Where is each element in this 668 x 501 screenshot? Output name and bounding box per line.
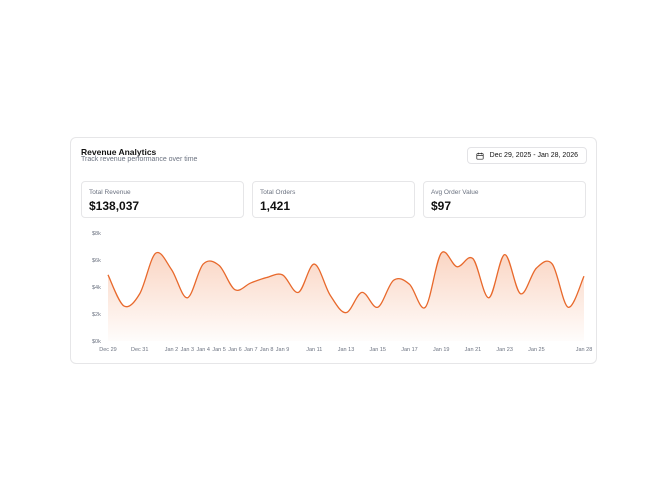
- x-tick-label: Jan 17: [401, 347, 418, 353]
- data-point: [455, 265, 459, 269]
- data-point: [106, 273, 110, 277]
- data-point: [122, 304, 126, 308]
- y-tick-label: $8k: [92, 231, 101, 237]
- card-subtitle: Track revenue performance over time: [81, 156, 198, 163]
- y-tick-label: $0k: [92, 339, 101, 345]
- data-point: [566, 305, 570, 309]
- stat-card-total-orders: Total Orders 1,421: [252, 181, 415, 218]
- data-point: [376, 305, 380, 309]
- y-tick-label: $4k: [92, 285, 101, 291]
- x-tick-label: Dec 31: [131, 347, 148, 353]
- x-tick-label: Jan 28: [576, 347, 593, 353]
- data-point: [249, 281, 253, 285]
- x-tick-label: Jan 13: [338, 347, 355, 353]
- x-tick-label: Jan 23: [496, 347, 513, 353]
- data-point: [550, 262, 554, 266]
- revenue-series-line: [107, 251, 585, 314]
- data-point: [281, 273, 285, 277]
- x-tick-label: Jan 9: [276, 347, 289, 353]
- stat-label: Total Revenue: [89, 189, 131, 196]
- data-point: [265, 276, 269, 280]
- stat-value: 1,421: [260, 199, 291, 213]
- revenue-analytics-card: Revenue Analytics Track revenue performa…: [70, 137, 597, 364]
- x-tick-label: Jan 8: [260, 347, 273, 353]
- data-point: [487, 296, 491, 300]
- data-point: [138, 292, 142, 296]
- data-point: [328, 293, 332, 297]
- data-point: [534, 266, 538, 270]
- stat-value: $97: [431, 199, 452, 213]
- data-point: [169, 267, 173, 271]
- data-point: [407, 282, 411, 286]
- x-tick-label: Dec 29: [99, 347, 116, 353]
- data-point: [201, 262, 205, 266]
- card-title: Revenue Analytics: [81, 147, 157, 157]
- data-point: [185, 296, 189, 300]
- x-tick-label: Jan 7: [244, 347, 257, 353]
- data-point: [392, 278, 396, 282]
- data-point: [233, 288, 237, 292]
- date-range-label: Dec 29, 2025 - Jan 28, 2026: [489, 152, 578, 159]
- y-tick-label: $6k: [92, 258, 101, 264]
- data-point: [519, 292, 523, 296]
- x-tick-label: Jan 2: [165, 347, 178, 353]
- data-point: [217, 263, 221, 267]
- data-point: [154, 251, 158, 255]
- x-tick-label: Jan 4: [196, 347, 209, 353]
- x-tick-label: Jan 15: [369, 347, 386, 353]
- revenue-area-fill: [108, 251, 584, 341]
- x-tick-label: Jan 21: [465, 347, 482, 353]
- data-point: [312, 262, 316, 266]
- stat-label: Total Orders: [260, 189, 296, 196]
- x-tick-label: Jan 6: [228, 347, 241, 353]
- data-point: [582, 274, 586, 278]
- y-tick-label: $2k: [92, 312, 101, 318]
- stat-label: Avg Order Value: [431, 189, 479, 196]
- x-tick-label: Jan 3: [181, 347, 194, 353]
- data-point: [503, 253, 507, 257]
- calendar-icon: [476, 152, 484, 160]
- x-tick-label: Jan 11: [306, 347, 322, 353]
- x-tick-label: Jan 25: [528, 347, 545, 353]
- data-point: [423, 305, 427, 309]
- x-tick-label: Jan 19: [433, 347, 450, 353]
- stat-card-total-revenue: Total Revenue $138,037: [81, 181, 244, 218]
- date-range-button[interactable]: Dec 29, 2025 - Jan 28, 2026: [466, 147, 587, 164]
- stat-value: $138,037: [89, 199, 140, 213]
- data-point: [471, 257, 475, 261]
- data-point: [344, 311, 348, 315]
- data-point: [439, 251, 443, 255]
- stat-card-avg-order-value: Avg Order Value $97: [423, 181, 586, 218]
- x-tick-label: Jan 5: [212, 347, 225, 353]
- data-point: [360, 290, 364, 294]
- data-point: [296, 290, 300, 294]
